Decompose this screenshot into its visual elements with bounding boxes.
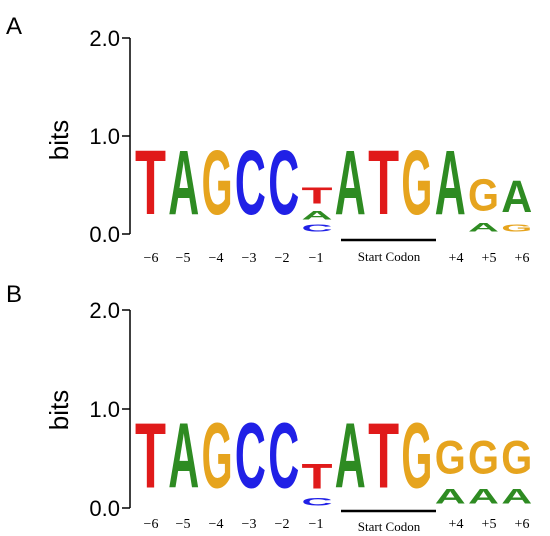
y-tick-label: 2.0 <box>89 298 120 323</box>
logo-letter-g: G <box>468 431 499 484</box>
logo-letter-c: C <box>268 132 299 235</box>
logo-letter-a: A <box>335 132 366 235</box>
logo-letter-t: T <box>368 131 399 234</box>
logo-letter-g: G <box>401 404 432 508</box>
logo-letter-g: G <box>202 132 233 234</box>
logo-letter-t: T <box>135 131 166 234</box>
x-tick-label: +6 <box>515 517 530 532</box>
logo-letter-a: A <box>435 485 466 509</box>
logo-letter-g: G <box>435 431 466 484</box>
x-tick-label: −2 <box>275 251 290 266</box>
logo-letter-a: A <box>468 485 499 509</box>
logo-letter-g: G <box>501 223 532 235</box>
logo-letter-g: G <box>202 404 233 508</box>
x-tick-label: −3 <box>242 517 257 532</box>
x-tick-label: −1 <box>309 251 324 266</box>
x-tick-label: −1 <box>309 517 324 532</box>
logo-letter-c: C <box>235 405 266 508</box>
logo-letter-a: A <box>302 208 333 222</box>
y-axis-label: bits <box>44 390 74 430</box>
logo-letter-a: A <box>335 405 366 508</box>
x-tick-label: +5 <box>482 251 497 266</box>
logo-letter-t: T <box>302 183 333 208</box>
logo-letter-g: G <box>501 431 532 484</box>
x-tick-label: −2 <box>275 517 290 532</box>
x-tick-label: −4 <box>209 251 224 266</box>
x-tick-label: −5 <box>176 517 191 532</box>
panel-label: A <box>6 13 22 40</box>
y-tick-label: 2.0 <box>89 26 120 51</box>
logo-letter-t: T <box>302 457 333 497</box>
x-tick-label: +4 <box>449 251 464 266</box>
x-tick-label: +5 <box>482 517 497 532</box>
logo-letter-c: C <box>235 132 266 235</box>
logo-letter-c: C <box>268 405 299 508</box>
logo-letter-a: A <box>168 405 199 508</box>
y-tick-label: 0.0 <box>89 496 120 521</box>
logo-letter-g: G <box>401 132 432 234</box>
logo-letter-a: A <box>468 220 499 234</box>
start-codon-label: Start Codon <box>358 519 421 534</box>
logo-letter-a: A <box>435 132 466 235</box>
logo-letter-a: A <box>501 485 532 509</box>
logo-letter-t: T <box>368 403 399 507</box>
x-tick-label: −3 <box>242 251 257 266</box>
panel-label: B <box>6 281 22 308</box>
logo-letter-c: C <box>302 222 333 234</box>
start-codon-label: Start Codon <box>358 249 421 264</box>
logo-letter-c: C <box>302 496 333 508</box>
y-axis-label: bits <box>44 120 74 160</box>
x-tick-label: −6 <box>144 517 159 532</box>
logo-letter-g: G <box>468 170 499 221</box>
x-tick-label: −5 <box>176 251 191 266</box>
logo-letter-t: T <box>135 403 166 507</box>
logo-letter-a: A <box>168 132 199 235</box>
x-tick-label: −4 <box>209 517 224 532</box>
x-tick-label: −6 <box>144 251 159 266</box>
y-tick-label: 1.0 <box>89 397 120 422</box>
x-tick-label: +4 <box>449 517 464 532</box>
x-tick-label: +6 <box>515 251 530 266</box>
y-tick-label: 0.0 <box>89 222 120 247</box>
logo-letter-a: A <box>501 172 532 222</box>
y-tick-label: 1.0 <box>89 124 120 149</box>
